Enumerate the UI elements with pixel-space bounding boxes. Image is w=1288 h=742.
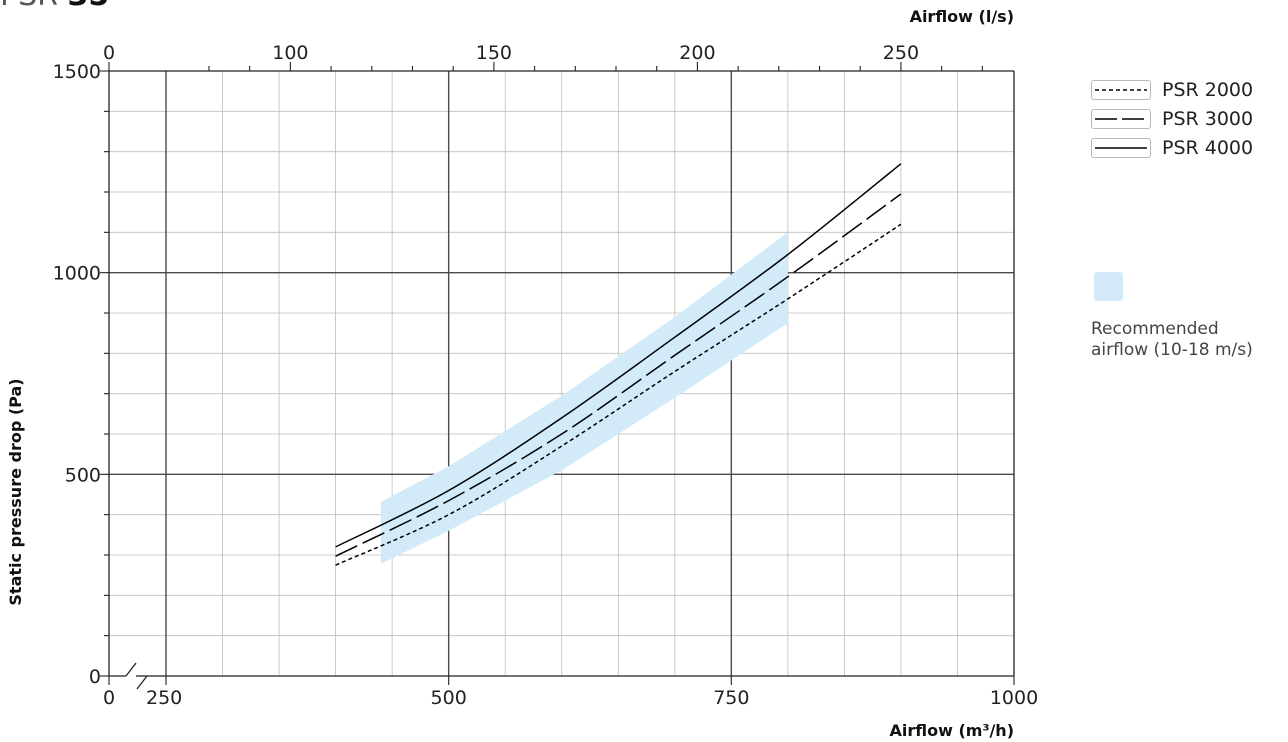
recommended-band-label: Recommended airflow (10-18 m/s) (1091, 319, 1253, 361)
series-line-psr-4000 (335, 163, 902, 548)
x-top-tick-label: 100 (272, 42, 308, 64)
series-line-psr-3000 (335, 193, 902, 557)
legend-item-psr-4000: PSR 4000 (1091, 134, 1253, 162)
x-bottom-origin-label: 0 (103, 687, 115, 709)
recommended-band-swatch-icon (1094, 272, 1123, 301)
y-tick-label: 1500 (53, 61, 101, 83)
x-bottom-tick-label: 250 (146, 687, 182, 709)
series-line-psr-2000 (335, 223, 902, 566)
solid-line-swatch-icon (1091, 138, 1151, 158)
band-label-line-2: airflow (10-18 m/s) (1091, 340, 1253, 360)
legend-item-psr-2000: PSR 2000 (1091, 76, 1253, 104)
y-tick-label: 1000 (53, 263, 101, 285)
axis-break-icon (125, 662, 148, 690)
page-title: PSR 35 (0, 0, 109, 13)
major-grid (109, 71, 1014, 676)
recommended-airflow-band (380, 232, 788, 564)
x-bottom-tick-label: 1000 (990, 687, 1038, 709)
dotted-line-swatch-icon (1091, 80, 1151, 100)
legend-label: PSR 3000 (1162, 108, 1254, 130)
x-axis-top-title: Airflow (l/s) (910, 7, 1014, 26)
legend-label: PSR 2000 (1162, 79, 1254, 101)
legend-item-psr-3000: PSR 3000 (1091, 105, 1253, 133)
series-layer (335, 163, 902, 566)
x-top-tick-label: 150 (476, 42, 512, 64)
axes-layer (100, 62, 1015, 690)
x-top-tick-label: 250 (883, 42, 919, 64)
recommended-band-layer (380, 232, 788, 564)
band-label-line-1: Recommended (1091, 319, 1219, 339)
x-bottom-tick-label: 500 (431, 687, 467, 709)
y-tick-label: 0 (89, 666, 101, 688)
x-top-tick-label: 200 (679, 42, 715, 64)
dashed-line-swatch-icon (1091, 109, 1151, 129)
y-axis-title: Static pressure drop (Pa) (6, 378, 25, 605)
x-bottom-tick-label: 750 (713, 687, 749, 709)
x-top-tick-label: 0 (103, 42, 115, 64)
minor-grid (109, 71, 1014, 676)
legend-label: PSR 4000 (1162, 137, 1254, 159)
x-axis-bottom-title: Airflow (m³/h) (890, 721, 1015, 740)
legend: PSR 2000 PSR 3000 PSR 4000 (1091, 76, 1253, 163)
y-tick-label: 500 (65, 464, 101, 486)
